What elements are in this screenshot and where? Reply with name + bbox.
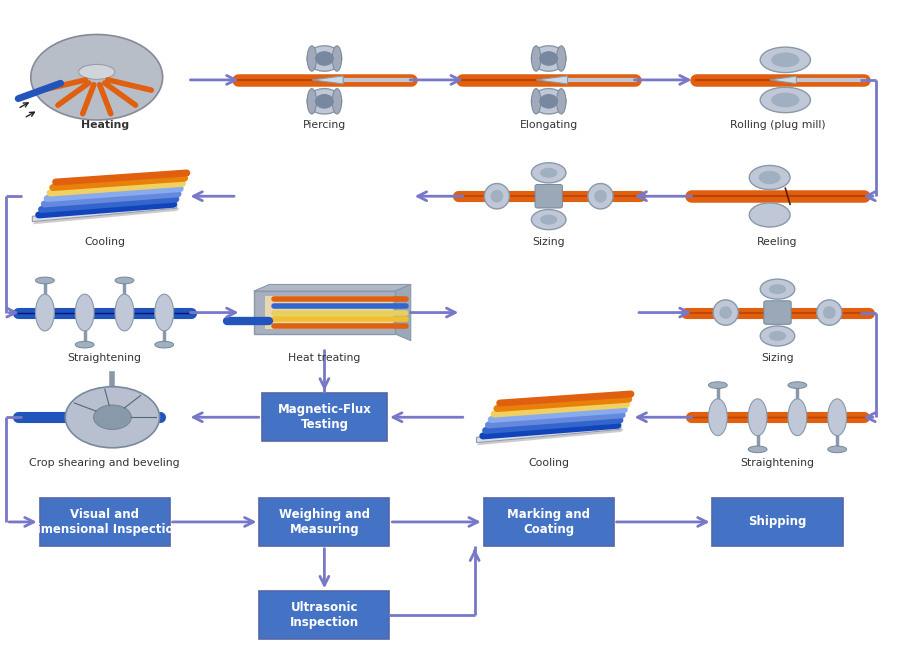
Polygon shape — [32, 209, 180, 224]
Text: Magnetic-Flux
Testing: Magnetic-Flux Testing — [277, 403, 372, 431]
Circle shape — [66, 387, 159, 447]
Ellipse shape — [816, 300, 842, 325]
FancyBboxPatch shape — [259, 498, 390, 546]
Ellipse shape — [788, 381, 806, 389]
Polygon shape — [395, 284, 410, 341]
Ellipse shape — [531, 210, 566, 230]
Ellipse shape — [769, 331, 786, 341]
FancyBboxPatch shape — [713, 498, 842, 546]
Ellipse shape — [531, 88, 541, 114]
Ellipse shape — [713, 300, 738, 325]
Ellipse shape — [332, 46, 342, 71]
FancyBboxPatch shape — [483, 498, 614, 546]
Ellipse shape — [531, 46, 541, 71]
Ellipse shape — [828, 446, 847, 453]
Ellipse shape — [594, 190, 607, 203]
Circle shape — [94, 405, 131, 430]
Ellipse shape — [115, 294, 134, 331]
Text: Cooling: Cooling — [528, 457, 569, 468]
Ellipse shape — [556, 88, 566, 114]
Text: Shipping: Shipping — [748, 515, 806, 529]
Polygon shape — [770, 76, 796, 84]
Ellipse shape — [332, 88, 342, 114]
Bar — [254, 291, 395, 334]
Ellipse shape — [749, 203, 790, 227]
Ellipse shape — [760, 326, 795, 346]
Text: Weighing and
Measuring: Weighing and Measuring — [279, 508, 370, 536]
Ellipse shape — [749, 166, 790, 189]
Ellipse shape — [307, 46, 342, 71]
Ellipse shape — [748, 446, 767, 453]
Ellipse shape — [760, 47, 811, 73]
Text: Piercing: Piercing — [302, 120, 346, 130]
Ellipse shape — [708, 399, 727, 436]
Polygon shape — [254, 284, 410, 291]
Text: Marking and
Coating: Marking and Coating — [508, 508, 590, 536]
Ellipse shape — [539, 51, 558, 66]
Ellipse shape — [771, 92, 799, 108]
Ellipse shape — [155, 294, 174, 331]
Ellipse shape — [788, 399, 806, 436]
FancyBboxPatch shape — [259, 591, 390, 639]
Text: Reeling: Reeling — [757, 237, 797, 247]
Ellipse shape — [769, 284, 786, 294]
Ellipse shape — [531, 88, 566, 114]
FancyBboxPatch shape — [40, 498, 169, 546]
Ellipse shape — [760, 279, 795, 299]
FancyBboxPatch shape — [535, 184, 562, 208]
Ellipse shape — [76, 294, 94, 331]
Text: Ultrasonic
Inspection: Ultrasonic Inspection — [290, 601, 359, 629]
Ellipse shape — [759, 171, 780, 184]
Polygon shape — [32, 203, 176, 222]
Ellipse shape — [307, 88, 342, 114]
FancyBboxPatch shape — [764, 301, 791, 324]
Ellipse shape — [115, 277, 134, 284]
Text: Heat treating: Heat treating — [288, 353, 361, 363]
Ellipse shape — [588, 183, 613, 209]
Ellipse shape — [307, 88, 317, 114]
Ellipse shape — [540, 214, 557, 224]
Text: Straightening: Straightening — [68, 353, 141, 363]
Polygon shape — [476, 429, 624, 446]
Ellipse shape — [539, 94, 558, 109]
Text: Elongating: Elongating — [519, 120, 578, 130]
Circle shape — [31, 34, 163, 120]
Ellipse shape — [35, 277, 54, 284]
Text: Crop shearing and beveling: Crop shearing and beveling — [30, 457, 180, 468]
Ellipse shape — [307, 46, 317, 71]
Ellipse shape — [155, 341, 174, 348]
Text: Rolling (plug mill): Rolling (plug mill) — [730, 120, 825, 130]
Text: Sizing: Sizing — [761, 353, 794, 363]
Ellipse shape — [531, 46, 566, 71]
Ellipse shape — [771, 53, 799, 67]
Ellipse shape — [823, 306, 835, 319]
Polygon shape — [311, 76, 343, 84]
FancyBboxPatch shape — [262, 393, 387, 441]
Ellipse shape — [556, 46, 566, 71]
Ellipse shape — [828, 399, 847, 436]
Text: Straightening: Straightening — [741, 457, 814, 468]
Text: Sizing: Sizing — [533, 237, 565, 247]
Ellipse shape — [719, 306, 732, 319]
Ellipse shape — [484, 183, 509, 209]
Ellipse shape — [76, 341, 94, 348]
Ellipse shape — [540, 168, 557, 178]
Ellipse shape — [531, 163, 566, 183]
Ellipse shape — [315, 94, 334, 109]
Ellipse shape — [315, 51, 334, 66]
Polygon shape — [536, 76, 568, 84]
Text: Cooling: Cooling — [84, 237, 125, 247]
Text: Heating: Heating — [80, 120, 129, 130]
Ellipse shape — [78, 65, 115, 79]
Text: Visual and
Dimensional Inspection: Visual and Dimensional Inspection — [27, 508, 182, 536]
Ellipse shape — [491, 190, 503, 203]
Ellipse shape — [35, 294, 54, 331]
Ellipse shape — [708, 381, 727, 389]
Ellipse shape — [760, 87, 811, 113]
Ellipse shape — [748, 399, 767, 436]
Polygon shape — [476, 424, 621, 443]
Bar — [265, 296, 393, 329]
